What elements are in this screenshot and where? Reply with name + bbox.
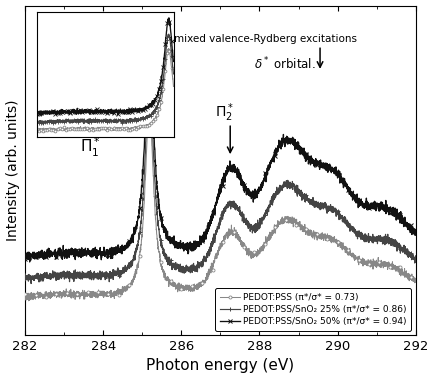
X-axis label: Photon energy (eV): Photon energy (eV) [146,359,295,373]
Text: $\delta^*$ orbital.: $\delta^*$ orbital. [253,55,316,72]
Y-axis label: Intensity (arb. units): Intensity (arb. units) [6,100,20,241]
Text: $\mathit{\Pi}_2^*$: $\mathit{\Pi}_2^*$ [214,102,233,124]
Text: $\mathit{\Pi}_1^*$: $\mathit{\Pi}_1^*$ [80,136,101,159]
Legend: PEDOT:PSS (π*/σ* = 0.73), PEDOT:PSS/SnO₂ 25% (π*/σ* = 0.86), PEDOT:PSS/SnO₂ 50% : PEDOT:PSS (π*/σ* = 0.73), PEDOT:PSS/SnO₂… [215,288,411,330]
Text: mixed valence-Rydberg excitations: mixed valence-Rydberg excitations [174,34,357,44]
